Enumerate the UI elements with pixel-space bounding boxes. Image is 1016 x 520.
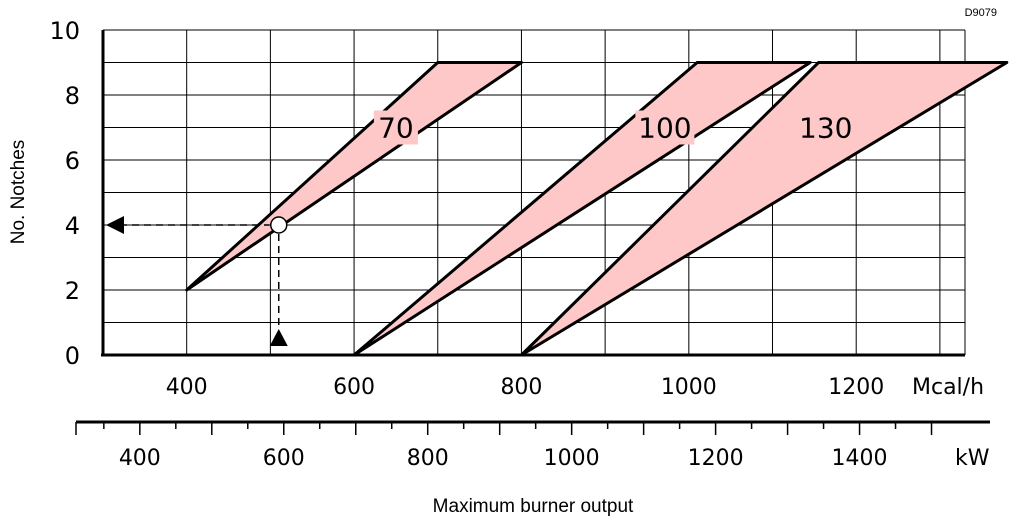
labels: 70 100 130 (373, 110, 856, 145)
unit-kw-label: kW (955, 446, 990, 471)
series-label-100: 100 (638, 112, 691, 145)
series-label-70: 70 (378, 112, 414, 145)
series-label-bg-100 (635, 110, 695, 145)
series-outline-100 (352, 61, 812, 357)
x-tick-label-kw: 1000 (544, 446, 600, 471)
x-tick-label-kw: 1400 (832, 446, 888, 471)
y-tick-label: 4 (65, 212, 80, 240)
x-tick-label-mcal: 400 (166, 375, 208, 400)
series-label-130: 130 (799, 112, 852, 145)
x-tick-label-kw: 800 (407, 446, 449, 471)
x-tick-label-kw: 1200 (688, 446, 744, 471)
x-axis-label: Maximum burner output (433, 496, 634, 517)
y-tick-label: 6 (65, 147, 80, 175)
example-arrow-left (106, 216, 124, 234)
y-tick-label: 2 (65, 277, 80, 305)
x-tick-label-kw: 600 (263, 446, 305, 471)
x-tick-label-mcal: 1200 (828, 375, 884, 400)
example-point (269, 216, 288, 234)
y-tick-label: 8 (65, 82, 80, 110)
chart-code: D9079 (965, 7, 997, 19)
series-label-bg-130 (796, 110, 856, 145)
x-tick-label-mcal: 600 (333, 375, 375, 400)
y-tick-label: 10 (49, 17, 80, 45)
example-reading (106, 216, 288, 346)
y-axis-label: No. Notches (8, 140, 29, 245)
series-areas (185, 61, 1009, 357)
x-tick-label-mcal: 800 (500, 375, 542, 400)
series-outline-130 (519, 61, 1009, 357)
example-arrow-up (269, 329, 288, 346)
x-tick-label-mcal: 1000 (661, 375, 717, 400)
unit-mcal-label: Mcal/h (912, 375, 984, 400)
y-tick-label: 0 (65, 342, 80, 370)
series-outline-70 (185, 61, 523, 292)
axes: 0 2 4 6 8 10 400 600 800 1000 1200 400 600 800 1000 120… (49, 17, 990, 471)
x-tick-label-kw: 400 (119, 446, 161, 471)
series-label-bg-70 (373, 110, 418, 145)
